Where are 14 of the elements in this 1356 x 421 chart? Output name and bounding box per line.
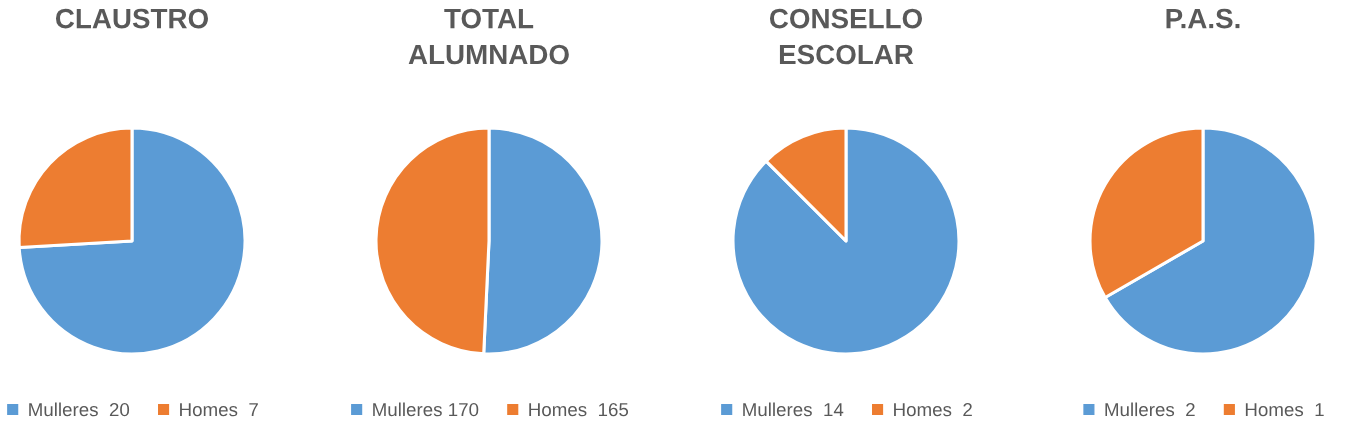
legend-label: Homes 7 (180, 403, 258, 417)
chart-title: CLAUSTRO (55, 8, 208, 29)
chart-title: CONSELLO ESCOLAR (769, 8, 922, 65)
legend-label: Mulleres 14 (743, 402, 844, 417)
chart-title: P.A.S. (1166, 8, 1240, 29)
pie-slice (17, 126, 247, 356)
chart-title: TOTAL ALUMNADO (408, 8, 569, 65)
legend-label: Mulleres 20 (29, 402, 130, 417)
legend-label: Homes 1 (1245, 403, 1324, 417)
pie-slice (731, 126, 961, 356)
legend-label: Homes 165 (529, 403, 629, 417)
legend-label: Homes 2 (894, 403, 972, 417)
legend-label: Mulleres 2 (1105, 402, 1195, 417)
legend-label: Mulleres 170 (373, 402, 479, 417)
